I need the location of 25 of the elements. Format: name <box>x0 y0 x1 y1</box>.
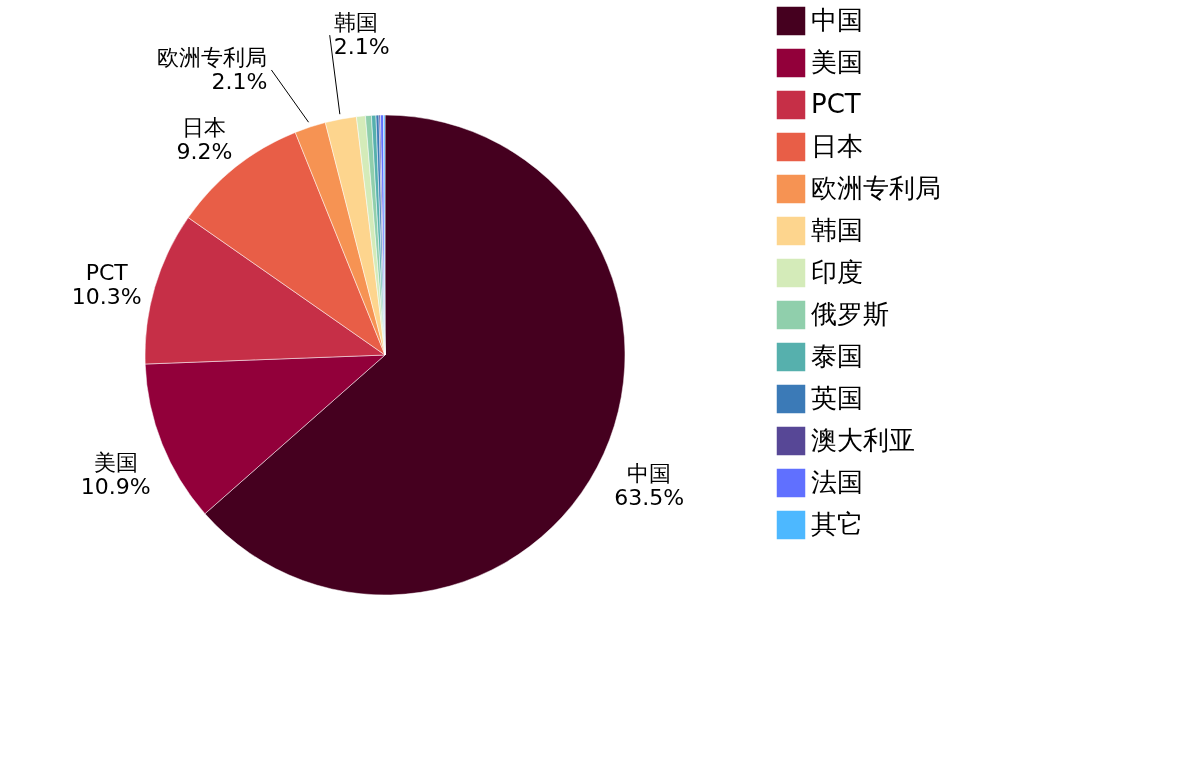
legend-label: 英国 <box>811 383 863 413</box>
legend-label: 俄罗斯 <box>811 299 889 329</box>
legend-label: 中国 <box>811 5 863 35</box>
legend-label: 韩国 <box>811 215 863 245</box>
legend-label: 日本 <box>811 131 863 161</box>
legend-label: 澳大利亚 <box>811 425 915 455</box>
legend-label: 美国 <box>811 47 863 77</box>
data-label: 10.9% <box>80 473 151 499</box>
legend-label: 泰国 <box>811 341 863 371</box>
slice-label: 美国 <box>93 449 138 475</box>
slice-label: PCT <box>85 260 129 286</box>
data-label: 63.5% <box>614 485 685 511</box>
legend-label: 欧洲专利局 <box>811 173 941 203</box>
slice-label: 欧洲专利局 <box>157 44 268 70</box>
legend-label: 印度 <box>811 257 863 287</box>
data-label: 9.2% <box>176 139 233 165</box>
slice-label: 日本 <box>182 115 227 141</box>
data-label: 2.1% <box>211 68 268 94</box>
legend-label: 其它 <box>811 509 863 539</box>
data-label: 10.3% <box>71 284 142 310</box>
data-label: 2.1% <box>333 34 390 60</box>
legend-label: 法国 <box>811 467 863 497</box>
legend-label: PCT <box>811 89 861 119</box>
slice-label: 韩国 <box>333 10 378 36</box>
slice-label: 中国 <box>627 461 672 487</box>
